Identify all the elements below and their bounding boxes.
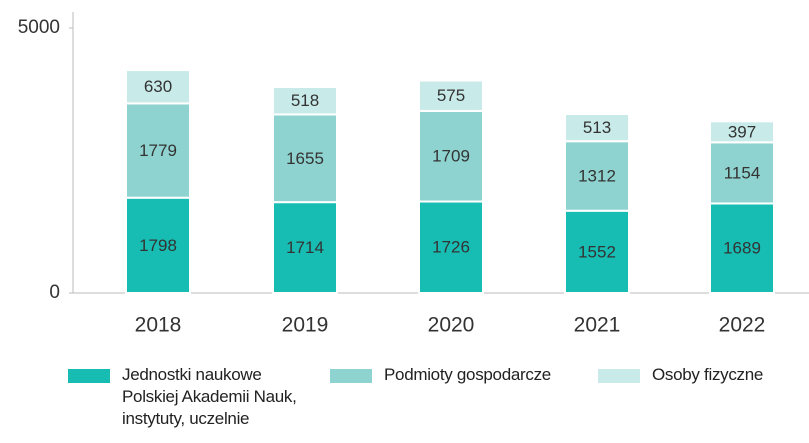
value-label: 518 (291, 91, 319, 110)
value-label: 1552 (578, 242, 616, 261)
value-label: 1689 (723, 239, 761, 258)
legend-label: Osoby fizyczne (652, 364, 763, 386)
legend-item: Osoby fizyczne (598, 364, 763, 386)
value-label: 1709 (432, 147, 470, 166)
value-label: 1312 (578, 166, 616, 185)
y-tick-label: 5000 (18, 17, 60, 38)
value-label: 397 (728, 122, 756, 141)
value-label: 1154 (724, 163, 761, 182)
x-tick-label: 2018 (135, 314, 182, 337)
chart: 0 5000 2018 1798 1779 630 2019 1714 1655 518 2020 1… (0, 0, 809, 350)
legend-swatch (330, 369, 372, 383)
value-label: 513 (583, 118, 611, 137)
value-label: 1798 (139, 236, 177, 255)
legend-swatch (598, 369, 640, 383)
legend-swatch (68, 369, 110, 383)
value-label: 575 (437, 86, 465, 105)
value-label: 1726 (432, 238, 470, 257)
page: 0 5000 2018 1798 1779 630 2019 1714 1655 518 2020 1… (0, 0, 809, 443)
value-label: 1714 (286, 238, 324, 257)
value-label: 630 (144, 77, 172, 96)
legend-label: Podmioty gospodarcze (384, 364, 551, 386)
legend-item: Podmioty gospodarcze (330, 364, 551, 386)
legend-item: Jednostki naukowe Polskiej Akademii Nauk… (68, 364, 297, 430)
value-label: 1779 (139, 141, 177, 160)
x-tick-label: 2019 (282, 314, 329, 337)
y-tick-label: 0 (49, 282, 60, 303)
legend-label: Jednostki naukowe Polskiej Akademii Nauk… (122, 364, 297, 430)
value-label: 1655 (286, 149, 324, 168)
x-tick-label: 2021 (574, 314, 621, 337)
x-tick-label: 2022 (719, 314, 766, 337)
x-tick-label: 2020 (428, 314, 475, 337)
